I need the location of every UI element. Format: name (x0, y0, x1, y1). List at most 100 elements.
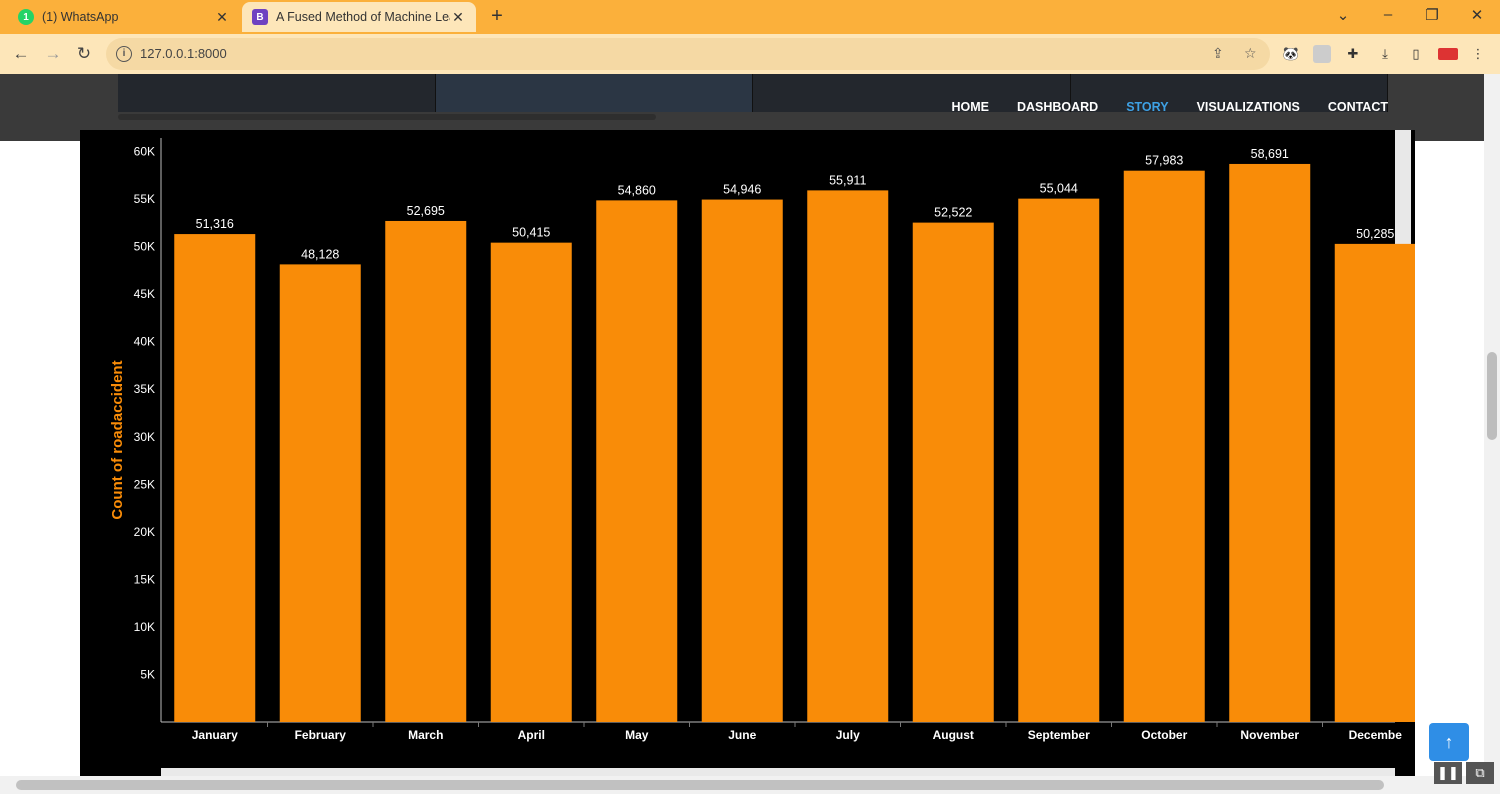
data-label: 58,691 (1251, 147, 1289, 161)
y-tick-label: 55K (134, 192, 155, 206)
x-tick-label: February (295, 728, 347, 742)
story-thumbnail-strip (118, 74, 1388, 112)
new-tab-plus-icon[interactable]: + (491, 5, 503, 27)
y-tick-label: 5K (140, 667, 155, 681)
page-vertical-scrollbar[interactable] (1484, 74, 1500, 776)
x-tick-label: April (518, 728, 545, 742)
y-tick-label: 25K (134, 477, 155, 491)
data-label: 52,522 (934, 206, 972, 220)
back-arrow-icon[interactable]: ← (12, 44, 30, 63)
y-tick-label: 50K (134, 240, 155, 254)
y-tick-label: 10K (134, 620, 155, 634)
nav-contact[interactable]: CONTACT (1327, 100, 1388, 114)
y-axis-title: Count of roadaccident (109, 360, 126, 519)
nav-home[interactable]: HOME (951, 100, 989, 114)
forward-arrow-icon[interactable]: → (44, 44, 62, 63)
kebab-menu-icon[interactable]: ⋮ (1471, 46, 1485, 61)
tab-title: A Fused Method of Machine Lear (276, 10, 450, 24)
data-label: 54,860 (618, 183, 656, 197)
tab-fused-method[interactable]: B A Fused Method of Machine Lear ✕ (242, 2, 476, 32)
window-close-icon[interactable]: ✕ (1470, 7, 1484, 24)
data-label: 52,695 (407, 204, 445, 218)
close-icon[interactable]: ✕ (216, 8, 228, 25)
flag-extension-icon[interactable] (1438, 48, 1458, 60)
y-tick-label: 45K (134, 287, 155, 301)
bar (807, 190, 889, 722)
bar-chart: Count of roadaccident 5K 10K 15K 20K 25K 30K 35… (109, 130, 1416, 776)
bar (701, 199, 783, 722)
nav-story[interactable]: STORY (1126, 100, 1169, 114)
panda-extension-icon[interactable]: 🐼 (1282, 46, 1300, 61)
chart-bottom-scrollbar (161, 768, 1395, 776)
x-tick-label: January (192, 728, 238, 742)
story-point-thumbnail[interactable] (1070, 74, 1388, 112)
browser-tab-bar: 1 (1) WhatsApp ✕ B A Fused Method of Mac… (0, 0, 1500, 34)
bar (1229, 163, 1311, 723)
data-label: 50,285 (1356, 227, 1394, 241)
y-tick-label: 60K (134, 145, 155, 159)
y-tick-label: 30K (134, 430, 155, 444)
minimize-icon[interactable]: – (1383, 6, 1393, 23)
site-nav: HOME DASHBOARD STORY VISUALIZATIONS CONT… (951, 100, 1388, 114)
page-viewport: Count of roadaccident 5K 10K 15K 20K 25K 30K 35… (0, 74, 1500, 776)
side-panel-icon[interactable]: ▯ (1412, 46, 1420, 61)
bar (1123, 170, 1205, 723)
data-label: 55,044 (1040, 182, 1078, 196)
x-tick-label: March (408, 728, 443, 742)
back-to-top-arrow-icon[interactable]: ↑ (1429, 723, 1469, 761)
bar (1018, 198, 1100, 722)
info-icon[interactable]: i (116, 46, 132, 62)
x-tick-label: May (625, 728, 649, 742)
x-tick-label: June (728, 728, 756, 742)
data-label: 51,316 (196, 217, 234, 231)
y-tick-label: 35K (134, 382, 155, 396)
bar (385, 220, 467, 722)
thumbnail-scrollbar[interactable] (118, 114, 656, 120)
data-label: 50,415 (512, 226, 550, 240)
data-label: 48,128 (301, 247, 339, 261)
y-tick-label: 40K (134, 335, 155, 349)
tab-whatsapp[interactable]: 1 (1) WhatsApp ✕ (8, 2, 240, 32)
chevron-down-icon[interactable]: ⌄ (1336, 7, 1350, 24)
share-icon[interactable]: ⇪ (1212, 45, 1224, 61)
close-icon[interactable]: ✕ (452, 8, 464, 25)
bootstrap-favicon-icon: B (252, 9, 268, 25)
restore-icon[interactable]: ❐ (1425, 7, 1439, 24)
y-tick-label: 20K (134, 525, 155, 539)
puzzle-extensions-icon[interactable]: ✚ (1347, 46, 1359, 61)
picture-in-picture-icon[interactable]: ⧉ (1466, 762, 1494, 784)
story-point-thumbnail[interactable] (435, 74, 753, 112)
pause-icon[interactable]: ❚❚ (1434, 762, 1462, 784)
profile-extension-icon[interactable] (1313, 45, 1331, 63)
nav-dashboard[interactable]: DASHBOARD (1016, 100, 1099, 114)
url-text: 127.0.0.1:8000 (140, 46, 227, 61)
bar (490, 242, 572, 722)
x-tick-label: October (1141, 728, 1187, 742)
download-icon[interactable]: ⤓ (1382, 46, 1388, 61)
x-tick-label: November (1240, 728, 1299, 742)
scrollbar-thumb[interactable] (16, 780, 1384, 790)
tableau-visualization: Count of roadaccident 5K 10K 15K 20K 25K 30K 35… (80, 130, 1416, 776)
nav-visualizations[interactable]: VISUALIZATIONS (1196, 100, 1300, 114)
page-horizontal-scrollbar[interactable] (0, 776, 1500, 794)
story-point-thumbnail[interactable] (753, 74, 1071, 112)
bar (1334, 243, 1416, 723)
scrollbar-thumb[interactable] (1487, 352, 1497, 440)
bookmark-star-icon[interactable]: ☆ (1244, 45, 1257, 61)
data-label: 57,983 (1145, 154, 1183, 168)
tab-title: (1) WhatsApp (42, 10, 119, 24)
reload-icon[interactable]: ↻ (76, 44, 92, 63)
bar (596, 200, 678, 723)
x-tick-label: August (933, 728, 974, 742)
whatsapp-favicon-icon: 1 (18, 9, 34, 25)
y-tick-label: 15K (134, 572, 155, 586)
bar (279, 264, 361, 722)
x-tick-label: September (1028, 728, 1090, 742)
data-label: 54,946 (723, 183, 761, 197)
data-label: 55,911 (829, 173, 866, 187)
x-tick-label: Decembe (1349, 728, 1403, 742)
address-bar[interactable]: i 127.0.0.1:8000 ⇪ ☆ (106, 38, 1270, 70)
bar (174, 234, 256, 722)
bar (912, 222, 994, 723)
story-point-thumbnail[interactable] (118, 74, 436, 112)
